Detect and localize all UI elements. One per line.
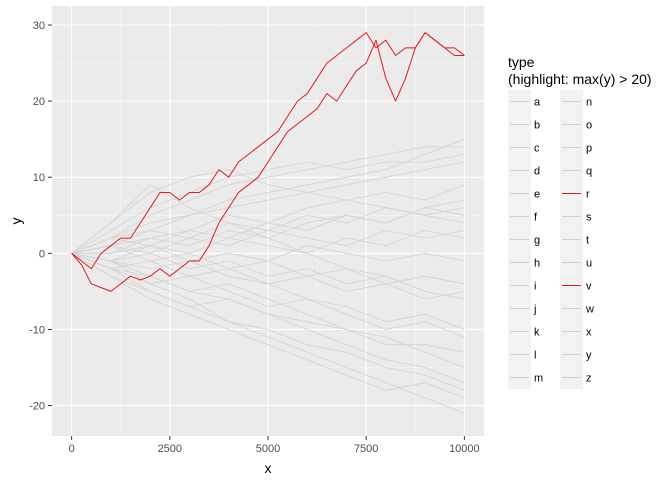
legend-label: n [586,97,592,109]
series-line-l [71,252,465,330]
legend-label: r [586,189,590,201]
series-line-h [71,154,465,254]
legend-item-o: o [560,113,592,136]
legend-label: d [534,166,540,178]
series-line-r [71,32,465,292]
legend: type (highlight: max(y) > 20) abcdefghij… [508,54,652,389]
legend-label: y [586,350,592,362]
y-tick-label: 10 [33,172,45,184]
legend-label: i [534,281,536,293]
legend-label: w [585,304,594,316]
legend-item-r: r [560,182,590,205]
x-tick-label: 10000 [449,443,480,455]
series-line-q [71,252,465,384]
legend-label: c [534,143,540,155]
legend-label: e [534,189,540,201]
legend-label: f [534,212,538,224]
legend-title-line1: type [508,54,535,70]
legend-item-a: a [508,90,541,113]
legend-item-d: d [508,159,540,182]
legend-item-y: y [560,343,592,366]
legend-label: s [586,212,592,224]
legend-item-t: t [560,228,589,251]
legend-item-i: i [508,274,536,297]
legend-item-g: g [508,228,540,251]
series-line-i [71,252,465,399]
grid-major [52,6,484,436]
legend-label: x [586,327,592,339]
legend-item-m: m [508,366,543,389]
series-line-z [71,252,465,300]
y-axis-title: y [8,218,24,225]
legend-item-w: w [560,297,594,320]
legend-label: k [534,327,540,339]
series-layer [71,32,465,414]
y-tick-label: -10 [29,324,45,336]
series-line-v [71,32,465,270]
x-axis: 0 2500 5000 7500 10000 [69,436,480,455]
legend-item-l: l [508,343,536,366]
y-axis: -20 -10 0 10 20 30 [29,20,52,413]
x-tick-label: 7500 [354,443,378,455]
legend-label: h [534,258,540,270]
legend-item-s: s [560,205,592,228]
legend-item-h: h [508,251,540,274]
legend-item-v: v [560,274,592,297]
legend-item-p: p [560,136,592,159]
legend-item-x: x [560,320,592,343]
legend-label: a [534,97,541,109]
legend-item-f: f [508,205,538,228]
legend-label: q [586,166,592,178]
legend-label: u [586,258,592,270]
y-tick-label: 30 [33,20,45,32]
legend-item-k: k [508,320,540,343]
series-line-o [71,146,465,254]
series-line-u [71,252,465,368]
y-tick-label: 20 [33,96,45,108]
legend-label: o [586,120,592,132]
legend-item-e: e [508,182,540,205]
legend-label: b [534,120,540,132]
legend-item-b: b [508,113,540,136]
legend-label: v [586,281,592,293]
series-line-y [71,199,465,254]
legend-label: g [534,235,540,247]
x-axis-title: x [265,460,272,476]
y-tick-label: 0 [39,248,45,260]
legend-label: j [533,304,536,316]
legend-item-n: n [560,90,592,113]
x-tick-label: 5000 [256,443,280,455]
x-tick-label: 2500 [158,443,182,455]
series-line-w [71,161,465,254]
legend-title-line2: (highlight: max(y) > 20) [508,71,652,87]
series-line-x [71,252,465,391]
series-line-p [71,230,465,262]
y-tick-label: -20 [29,401,45,413]
legend-item-j: j [508,297,536,320]
legend-label: l [534,350,536,362]
legend-item-c: c [508,136,540,159]
legend-item-z: z [560,366,592,389]
legend-item-u: u [560,251,592,274]
legend-label: z [586,373,592,385]
legend-label: m [534,373,543,385]
series-line-t [71,169,465,254]
legend-label: p [586,143,592,155]
legend-label: t [586,235,589,247]
x-tick-label: 0 [69,443,75,455]
legend-item-q: q [560,159,592,182]
